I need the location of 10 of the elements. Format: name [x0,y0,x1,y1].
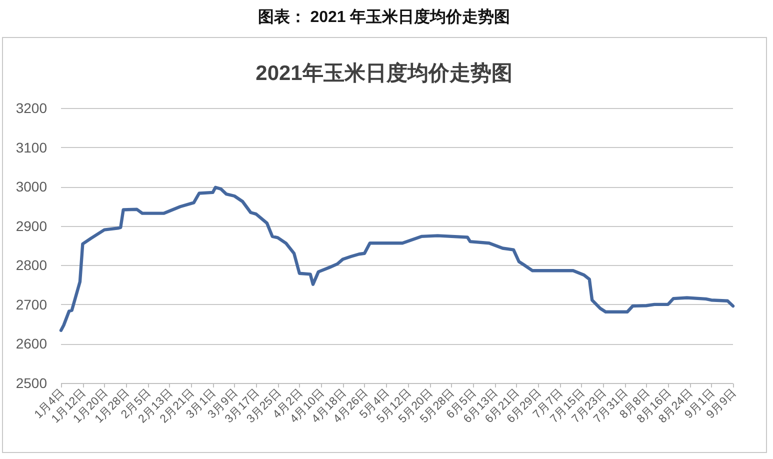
y-tick-label: 2500 [16,375,47,391]
title: 2021年玉米日度均价走势图 [256,62,512,85]
y-tick-label: 3100 [16,139,47,156]
y-tick-label: 2900 [16,218,47,234]
annotation: 图表： 2021 年玉米日度均价走势图 [258,9,510,26]
y-tick-label: 2700 [16,296,47,312]
y-tick-label: 2600 [16,336,47,352]
y-tick-label: 2800 [16,257,47,274]
y-tick-label: 3000 [16,178,47,195]
y-tick-label: 3200 [16,100,47,116]
